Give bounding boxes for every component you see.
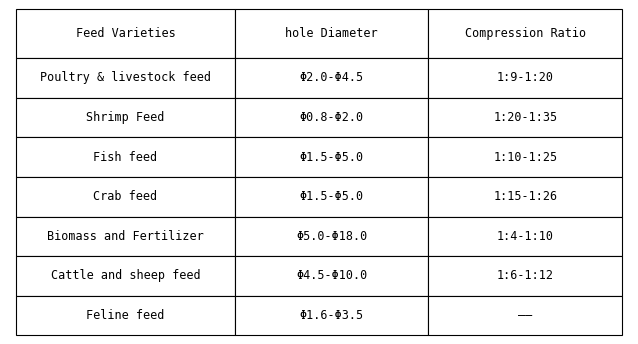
Text: Compression Ratio: Compression Ratio xyxy=(464,27,586,40)
Bar xyxy=(429,58,622,98)
Bar xyxy=(235,217,429,256)
Text: 1:9-1:20: 1:9-1:20 xyxy=(497,72,554,84)
Bar xyxy=(16,137,235,177)
Text: Φ1.6-Φ3.5: Φ1.6-Φ3.5 xyxy=(300,309,364,322)
Text: Poultry & livestock feed: Poultry & livestock feed xyxy=(40,72,211,84)
Text: ——: —— xyxy=(518,309,532,322)
Bar xyxy=(429,177,622,217)
Text: 1:10-1:25: 1:10-1:25 xyxy=(493,151,558,164)
Bar xyxy=(429,137,622,177)
Bar xyxy=(235,98,429,137)
Bar xyxy=(235,177,429,217)
Text: Φ1.5-Φ5.0: Φ1.5-Φ5.0 xyxy=(300,190,364,203)
Text: Crab feed: Crab feed xyxy=(93,190,158,203)
Bar xyxy=(16,98,235,137)
Text: Cattle and sheep feed: Cattle and sheep feed xyxy=(50,269,200,282)
Text: Feline feed: Feline feed xyxy=(86,309,165,322)
Text: 1:4-1:10: 1:4-1:10 xyxy=(497,230,554,243)
Text: Φ4.5-Φ10.0: Φ4.5-Φ10.0 xyxy=(296,269,367,282)
Bar xyxy=(235,9,429,58)
Text: Φ1.5-Φ5.0: Φ1.5-Φ5.0 xyxy=(300,151,364,164)
Text: Φ5.0-Φ18.0: Φ5.0-Φ18.0 xyxy=(296,230,367,243)
Text: 1:15-1:26: 1:15-1:26 xyxy=(493,190,558,203)
Bar xyxy=(16,296,235,335)
Bar xyxy=(235,296,429,335)
Text: hole Diameter: hole Diameter xyxy=(285,27,378,40)
Bar xyxy=(235,58,429,98)
Bar xyxy=(429,98,622,137)
Bar xyxy=(16,58,235,98)
Bar xyxy=(16,177,235,217)
Text: 1:20-1:35: 1:20-1:35 xyxy=(493,111,558,124)
Bar xyxy=(429,217,622,256)
Text: Biomass and Fertilizer: Biomass and Fertilizer xyxy=(47,230,204,243)
Text: Fish feed: Fish feed xyxy=(93,151,158,164)
Text: Shrimp Feed: Shrimp Feed xyxy=(86,111,165,124)
Bar xyxy=(429,256,622,296)
Text: Φ2.0-Φ4.5: Φ2.0-Φ4.5 xyxy=(300,72,364,84)
Bar xyxy=(16,9,235,58)
Bar xyxy=(16,217,235,256)
Text: 1:6-1:12: 1:6-1:12 xyxy=(497,269,554,282)
Text: Φ0.8-Φ2.0: Φ0.8-Φ2.0 xyxy=(300,111,364,124)
Text: Feed Varieties: Feed Varieties xyxy=(75,27,175,40)
Bar xyxy=(429,296,622,335)
Bar xyxy=(429,9,622,58)
Bar xyxy=(235,256,429,296)
Bar xyxy=(16,256,235,296)
Bar xyxy=(235,137,429,177)
